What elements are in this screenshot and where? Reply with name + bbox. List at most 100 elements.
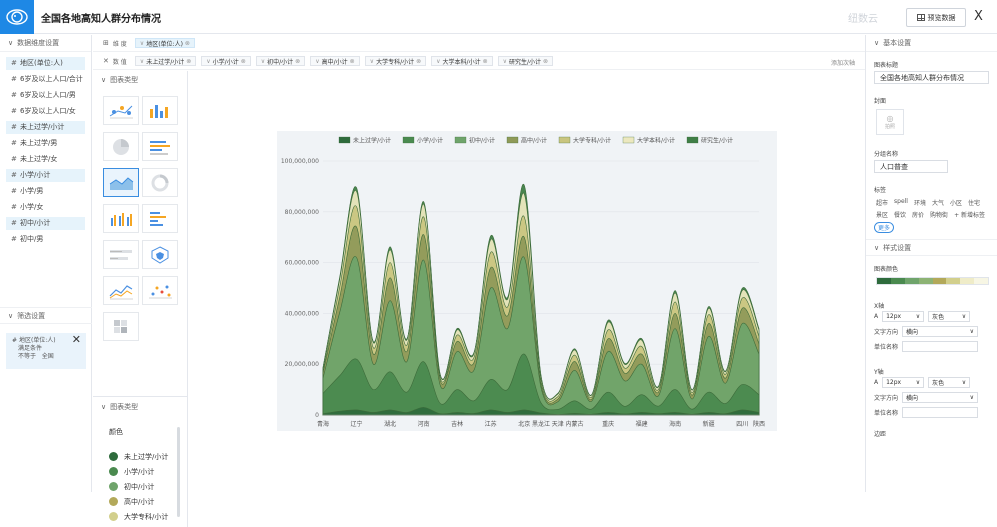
legend-swatch [686,136,699,144]
color-swatch[interactable] [109,497,118,506]
chart-title-input[interactable]: 全国各地高知人群分布情况 [874,71,989,84]
tag-chip[interactable]: 环境 [913,200,926,207]
chart-type-section-header[interactable]: ∨ 图表类型 [93,71,187,88]
dimension-tag[interactable]: ∨ 地区(单位:人) ⊗ [134,38,195,48]
x-tick-label: 海南 [669,420,681,428]
tag-chip[interactable]: 大气 [932,200,945,207]
legend-scrollbar[interactable] [177,427,180,517]
legend-color-item[interactable]: 小学/小计 [109,464,168,479]
color-swatch[interactable] [109,452,118,461]
field-item[interactable]: # 小学/小计 [6,169,85,182]
color-swatch[interactable] [109,467,118,476]
tag-chip[interactable]: 景区 [876,212,889,219]
tag-chip[interactable]: 购物街 [930,212,949,219]
remove-tag-icon[interactable]: ⊗ [184,39,190,47]
value-tag[interactable]: ∨ 研究生/小计 ⊗ [497,56,554,66]
stacked-horizontal-bar-option[interactable] [142,204,178,233]
tag-chip[interactable]: 房价 [912,212,925,219]
basic-settings-header[interactable]: ∨ 基本设置 [866,35,997,52]
horizontal-bar-option[interactable] [142,132,178,161]
legend-section-header[interactable]: ∨ 图表类型 [93,397,188,417]
close-icon[interactable]: X [974,9,983,24]
filter-item[interactable]: # 地区(单位:人) 满足条件 不等于 全国 ✕ [6,333,86,369]
legend-color-item[interactable]: 未上过学/小计 [109,449,168,464]
remove-filter-icon[interactable]: ✕ [71,333,81,346]
group-name-input[interactable]: 人口普查 [874,160,948,173]
more-tags-button[interactable]: 更多 [874,222,895,233]
remove-tag-icon[interactable]: ⊗ [543,57,549,65]
tag-chip[interactable]: 超市 [876,200,889,207]
field-item[interactable]: # 未上过学/女 [6,153,85,166]
filter-section-header[interactable]: ∨ 筛选设置 [0,307,92,324]
preview-data-label: 预览数据 [927,14,956,22]
x-axis-color-select[interactable]: 灰色 ∨ [928,311,971,322]
remove-tag-icon[interactable]: ⊗ [295,57,301,65]
dot-chart-option[interactable] [142,276,178,305]
legend-label: 大学专科/小计 [573,137,611,145]
field-item[interactable]: #6岁及以上人口/合计 [6,73,85,86]
value-tag[interactable]: ∨ 小学/小计 ⊗ [201,56,251,66]
y-axis-color-select[interactable]: 灰色 ∨ [928,377,971,388]
legend-color-item[interactable]: 初中/小计 [109,479,168,494]
color-swatch[interactable] [109,482,118,491]
tag-chip[interactable]: 小区 [950,200,963,207]
app-logo[interactable] [0,0,34,34]
field-item[interactable]: # 未上过学/小计 [6,121,85,134]
preview-data-button[interactable]: 预览数据 [906,8,966,27]
field-item[interactable]: #6岁及以上人口/男 [6,89,85,102]
shield-icon [151,245,169,264]
color-swatch[interactable] [109,512,118,521]
x-axis-unit-input[interactable] [902,341,979,352]
value-tag[interactable]: ∨ 大学本科/小计 ⊗ [431,56,493,66]
pie-chart-option[interactable] [103,132,139,161]
y-axis-unit-input[interactable] [902,407,979,418]
heatmap-chart-option[interactable] [103,312,139,341]
value-bar: ✕ 数 值 ∨ 未上过学/小计 ⊗ ∨ 小学/小计 ⊗ ∨ 初中/小计 ⊗ ∨ 高中/小计 ⊗ ∨ 大学专… [93,53,865,70]
tag-chip[interactable]: + 新增标签 [954,212,985,219]
legend-label: 高中/小计 [521,137,547,145]
legend-color-item[interactable]: 高中/小计 [109,494,168,509]
tag-chip[interactable]: 住宅 [968,200,981,207]
area-chart-option[interactable] [103,168,139,197]
legend-color-label: 未上过学/小计 [124,452,169,461]
add-secondary-axis-link[interactable]: 添加次轴 [830,60,855,67]
field-item[interactable]: # 地区(单位:人) [6,57,85,70]
field-item[interactable]: # 小学/女 [6,201,85,214]
value-tag[interactable]: ∨ 初中/小计 ⊗ [255,56,306,66]
remove-tag-icon[interactable]: ⊗ [482,57,488,65]
filter-operator: 不等于 [18,353,37,360]
remove-tag-icon[interactable]: ⊗ [416,57,422,65]
bullet-chart-option[interactable] [103,240,139,269]
color-palette[interactable] [876,277,989,285]
map-chart-option[interactable] [142,240,178,269]
remove-tag-icon[interactable]: ⊗ [240,57,246,65]
bar-chart-option[interactable] [142,96,178,125]
x-axis-font-select[interactable]: 12px ∨ [882,311,925,322]
field-item[interactable]: # 小学/男 [6,185,85,198]
tag-chip[interactable]: spell [894,198,908,205]
y-axis-direction-select[interactable]: 横向 ∨ [902,392,979,403]
value-tag[interactable]: ∨ 未上过学/小计 ⊗ [134,56,197,66]
palette-swatch [932,278,947,284]
value-tag[interactable]: ∨ 大学专科/小计 ⊗ [364,56,427,66]
field-item[interactable]: #6岁及以上人口/女 [6,105,85,118]
cover-upload[interactable]: ◎ 拍照 [876,109,904,135]
remove-tag-icon[interactable]: ⊗ [349,57,355,65]
dimension-section-header[interactable]: ∨ 数据维度设置 [0,35,91,52]
scatter-line-chart-option[interactable] [103,96,139,125]
value-tag[interactable]: ∨ 高中/小计 ⊗ [310,56,360,66]
style-settings-header[interactable]: ∨ 样式设置 [866,239,997,256]
grouped-bar-option[interactable] [103,204,139,233]
chevron-down-icon: ∨ [139,39,145,47]
field-item[interactable]: # 初中/男 [6,233,85,246]
ring-chart-option[interactable] [142,168,178,197]
legend-color-item[interactable]: 大学专科/小计 [109,509,168,524]
heatmap-icon [114,319,127,333]
tag-chip[interactable]: 餐饮 [894,212,907,219]
x-axis-direction-select[interactable]: 横向 ∨ [902,326,979,337]
field-item[interactable]: # 初中/小计 [6,217,85,230]
y-axis-font-select[interactable]: 12px ∨ [882,377,925,388]
field-item[interactable]: # 未上过学/男 [6,137,85,150]
remove-tag-icon[interactable]: ⊗ [186,57,192,65]
line-chart-option[interactable] [103,276,139,305]
